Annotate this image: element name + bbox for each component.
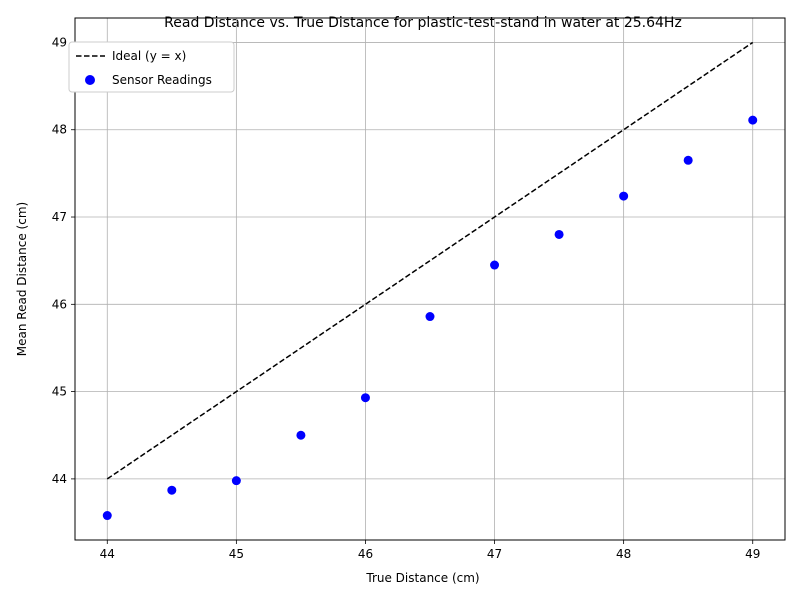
chart-title: Read Distance vs. True Distance for plas… [164, 15, 682, 31]
ideal-line-path [106, 41, 754, 480]
sensor-reading-point [167, 485, 177, 495]
x-axis-ticks: 44 45 46 47 48 49 [100, 540, 760, 561]
grid-lines [75, 18, 785, 540]
legend-ideal-label: Ideal (y = x) [112, 49, 186, 63]
y-tick-label: 48 [52, 123, 67, 137]
sensor-reading-point [490, 260, 500, 270]
legend-sensor-label: Sensor Readings [112, 73, 212, 87]
x-tick-label: 49 [745, 547, 760, 561]
y-axis-ticks: 44 45 46 47 48 49 [52, 35, 75, 486]
y-tick-label: 44 [52, 472, 67, 486]
sensor-reading-point [554, 229, 564, 239]
sensor-reading-point [425, 312, 435, 322]
sensor-reading-point [748, 115, 758, 125]
sensor-reading-point [296, 430, 306, 440]
y-tick-label: 47 [52, 210, 67, 224]
sensor-reading-point [683, 155, 693, 165]
x-tick-label: 45 [229, 547, 244, 561]
y-tick-label: 49 [52, 35, 67, 49]
y-tick-label: 45 [52, 385, 67, 399]
legend: Ideal (y = x) Sensor Readings [68, 41, 235, 93]
x-tick-label: 46 [358, 547, 373, 561]
legend-sensor-swatch [85, 75, 95, 85]
sensor-reading-point [360, 393, 370, 403]
sensor-reading-point [231, 476, 241, 486]
x-axis-label: True Distance (cm) [365, 571, 479, 585]
x-tick-label: 44 [100, 547, 115, 561]
y-axis-label: Mean Read Distance (cm) [15, 202, 29, 356]
plot-area-frame [74, 17, 786, 541]
legend-frame [68, 41, 235, 93]
ideal-line [106, 41, 754, 480]
y-tick-label: 46 [52, 297, 67, 311]
x-tick-label: 47 [487, 547, 502, 561]
sensor-reading-point [619, 191, 629, 201]
x-tick-label: 48 [616, 547, 631, 561]
data-points [102, 115, 758, 521]
sensor-reading-point [102, 511, 112, 521]
